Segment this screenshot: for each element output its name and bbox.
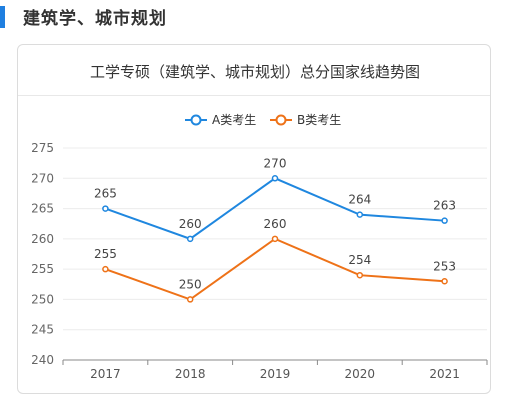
section-header: 建筑学、城市规划 xyxy=(0,0,510,36)
y-tick-label: 260 xyxy=(31,232,54,246)
data-label: 253 xyxy=(433,259,456,273)
data-point xyxy=(102,265,109,273)
section-title: 建筑学、城市规划 xyxy=(23,9,167,29)
data-label: 270 xyxy=(264,156,287,170)
y-tick-label: 265 xyxy=(31,202,54,216)
y-tick-label: 275 xyxy=(31,141,54,155)
data-label: 260 xyxy=(179,217,202,231)
legend-marker xyxy=(275,114,287,126)
data-point xyxy=(356,271,364,279)
data-label: 254 xyxy=(348,253,371,267)
data-label: 260 xyxy=(264,217,287,231)
data-point xyxy=(102,205,109,212)
y-tick-label: 240 xyxy=(31,353,54,367)
title-divider xyxy=(18,95,490,96)
x-tick-label: 2018 xyxy=(175,367,206,381)
y-tick-label: 245 xyxy=(31,323,54,337)
y-tick-label: 250 xyxy=(31,292,54,306)
section-accent-bar xyxy=(0,6,5,28)
data-label: 263 xyxy=(433,199,456,213)
legend-label: A类考生 xyxy=(212,113,256,127)
data-point xyxy=(271,175,279,182)
data-point xyxy=(441,217,448,224)
data-label: 250 xyxy=(179,277,202,291)
x-tick-label: 2019 xyxy=(260,367,291,381)
data-point xyxy=(186,296,194,303)
data-point xyxy=(271,235,279,243)
data-point xyxy=(186,235,194,243)
data-label: 255 xyxy=(94,247,117,261)
data-point xyxy=(356,211,364,218)
y-tick-label: 270 xyxy=(31,171,54,185)
y-tick-label: 255 xyxy=(31,262,54,276)
x-tick-label: 2020 xyxy=(345,367,376,381)
legend-label: B类考生 xyxy=(297,113,341,127)
data-label: 264 xyxy=(348,193,371,207)
legend-marker xyxy=(190,114,202,126)
chart-title: 工学专硕（建筑学、城市规划）总分国家线趋势图 xyxy=(89,63,420,81)
data-point xyxy=(441,278,448,285)
x-tick-label: 2021 xyxy=(429,367,460,381)
x-tick-label: 2017 xyxy=(90,367,121,381)
data-label: 265 xyxy=(94,187,117,201)
